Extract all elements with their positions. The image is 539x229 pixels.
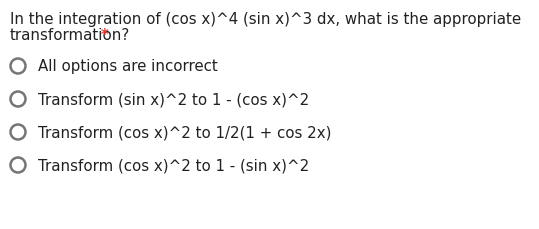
Text: Transform (cos x)^2 to 1 - (sin x)^2: Transform (cos x)^2 to 1 - (sin x)^2 — [38, 158, 309, 173]
Text: *: * — [101, 28, 108, 43]
Text: All options are incorrect: All options are incorrect — [38, 59, 218, 74]
Text: transformation?: transformation? — [10, 28, 130, 43]
Text: Transform (sin x)^2 to 1 - (cos x)^2: Transform (sin x)^2 to 1 - (cos x)^2 — [38, 92, 309, 107]
Text: Transform (cos x)^2 to 1/2(1 + cos 2x): Transform (cos x)^2 to 1/2(1 + cos 2x) — [38, 125, 331, 140]
Text: In the integration of (cos x)^4 (sin x)^3 dx, what is the appropriate: In the integration of (cos x)^4 (sin x)^… — [10, 12, 521, 27]
